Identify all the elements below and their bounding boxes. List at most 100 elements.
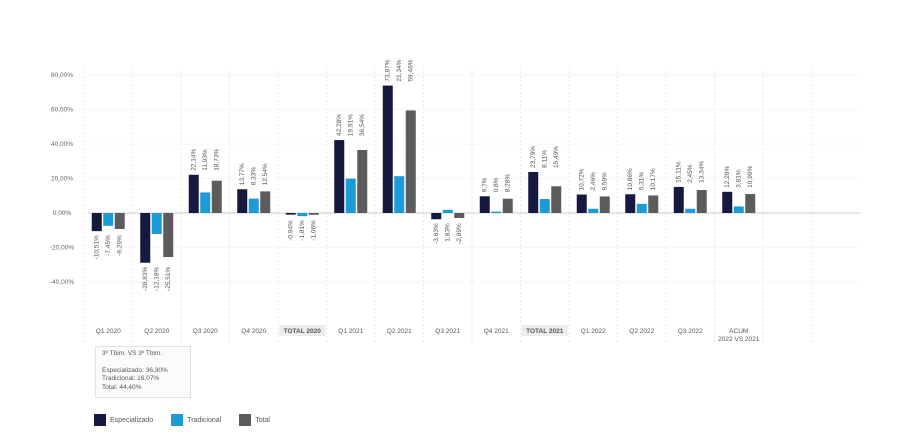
bar-tradicional xyxy=(394,176,405,213)
bar-especializado xyxy=(285,213,296,215)
bar-especializado xyxy=(382,85,393,213)
data-label-especializado: 10,72% xyxy=(579,168,586,190)
x-tick-label: Q1 2021 xyxy=(338,328,363,335)
category-highlight xyxy=(279,325,326,336)
data-label-tradicional: 21,34% xyxy=(396,59,403,81)
data-label-especializado: -0,94% xyxy=(288,220,295,241)
bar-especializado xyxy=(334,140,345,213)
legend-swatch-total xyxy=(239,414,252,426)
data-label-especializado: -3,63% xyxy=(433,223,440,244)
data-label-tradicional: 1,83% xyxy=(445,223,452,242)
x-tick-label: ACUM xyxy=(729,328,748,335)
data-label-total: -9,26% xyxy=(117,235,124,256)
data-label-especializado: 13,77% xyxy=(239,163,246,185)
data-label-tradicional: -7,45% xyxy=(105,235,112,256)
category-highlight xyxy=(521,325,568,336)
data-label-tradicional: 5,31% xyxy=(639,172,646,191)
bar-tradicional xyxy=(200,192,211,213)
bar-especializado xyxy=(625,194,636,213)
data-label-total: -2,89% xyxy=(456,223,463,244)
data-label-total: 8,28% xyxy=(505,174,512,193)
data-label-total: 10,17% xyxy=(650,168,657,190)
bar-total xyxy=(260,191,271,213)
y-tick-label: 40,00% xyxy=(51,141,73,148)
data-label-tradicional: 2,46% xyxy=(590,172,597,191)
note-title: 3º Tbim. VS 3º Tbim. xyxy=(102,350,163,357)
bar-tradicional xyxy=(297,213,308,217)
data-label-tradicional: 0,8% xyxy=(493,177,500,192)
bar-total xyxy=(357,149,368,213)
legend-item-total: Total xyxy=(239,414,270,426)
data-label-total: 18,73% xyxy=(214,149,221,171)
bar-especializado xyxy=(722,191,733,213)
legend-label-especializado: Especializado xyxy=(110,416,154,424)
y-tick-label: 60,00% xyxy=(51,107,73,114)
bar-tradicional xyxy=(491,211,502,213)
x-tick-label: Q2 2020 xyxy=(144,328,169,335)
legend-item-tradicional: Tradicional xyxy=(171,414,221,426)
bar-tradicional xyxy=(588,208,599,213)
data-label-total: 15,49% xyxy=(553,146,560,168)
x-tick-label: TOTAL 2020 xyxy=(284,328,322,335)
bar-total xyxy=(551,186,562,213)
legend-label-tradicional: Tradicional xyxy=(187,416,222,424)
bar-especializado xyxy=(431,213,442,220)
x-tick-label: Q4 2020 xyxy=(241,328,266,335)
data-label-total: -25,51% xyxy=(165,267,172,291)
legend-item-especializado: Especializado xyxy=(94,414,153,426)
bar-especializado xyxy=(237,189,248,213)
data-label-total: -1,06% xyxy=(311,220,318,241)
bar-total xyxy=(454,213,465,218)
data-label-especializado: 12,28% xyxy=(724,166,731,188)
data-label-total: 12,54% xyxy=(262,163,269,185)
y-tick-label: 20,00% xyxy=(51,176,73,183)
bar-total xyxy=(745,194,756,213)
data-label-total: 36,54% xyxy=(359,114,366,136)
data-label-especializado: 23,79% xyxy=(530,146,537,168)
bar-tradicional xyxy=(103,213,114,226)
x-tick-label: Q2 2021 xyxy=(387,328,412,335)
x-tick-label: Q3 2021 xyxy=(435,328,460,335)
data-label-tradicional: -1,81% xyxy=(299,220,306,241)
y-tick-label: 80,00% xyxy=(51,72,73,79)
bar-especializado xyxy=(91,213,102,232)
data-label-total: 10,99% xyxy=(747,166,754,188)
bar-tradicional xyxy=(733,206,744,213)
data-label-tradicional: -12,18% xyxy=(154,267,161,291)
data-label-especializado: 22,14% xyxy=(191,149,198,171)
bar-total xyxy=(648,195,659,213)
bar-total xyxy=(163,213,174,258)
data-label-tradicional: 11,93% xyxy=(202,149,209,171)
bar-tradicional xyxy=(442,209,453,213)
legend-swatch-tradicional xyxy=(171,414,184,426)
x-tick-label: Q2 2022 xyxy=(629,328,654,335)
chart-legend: Especializado Tradicional Total xyxy=(94,414,288,426)
bar-especializado xyxy=(188,174,199,213)
bar-total xyxy=(308,213,319,215)
bar-tradicional xyxy=(345,178,356,213)
note-especializado: Especializado: 36,30% xyxy=(102,366,168,374)
bar-especializado xyxy=(673,186,684,213)
x-tick-label: TOTAL 2021 xyxy=(526,328,564,335)
note-tradicional: Tradicional: 16,07% xyxy=(102,375,160,382)
data-label-tradicional: 2,45% xyxy=(687,164,694,183)
bar-tradicional xyxy=(636,203,647,213)
x-tick-label: Q1 2020 xyxy=(96,328,121,335)
data-label-total: 9,59% xyxy=(602,172,609,191)
bar-tradicional xyxy=(248,198,259,213)
bar-tradicional xyxy=(151,213,162,235)
data-label-tradicional: 8,11% xyxy=(542,150,549,168)
data-label-especializado: -28,83% xyxy=(142,267,149,291)
data-label-total: 13,34% xyxy=(699,161,706,183)
data-label-especializado: 73,87% xyxy=(385,59,392,81)
bar-total xyxy=(502,198,513,213)
bar-tradicional xyxy=(539,199,550,213)
x-tick-label: 2022 VS 2021 xyxy=(718,336,760,343)
note-total: Total: 44,40% xyxy=(102,383,142,391)
y-tick-label: -40,00% xyxy=(50,279,74,286)
bar-especializado xyxy=(140,213,151,263)
comparison-note: 3º Tbim. VS 3º Tbim. Especializado: 36,3… xyxy=(95,346,191,398)
bar-especializado xyxy=(576,194,587,213)
data-label-tradicional: 8,33% xyxy=(251,167,258,186)
